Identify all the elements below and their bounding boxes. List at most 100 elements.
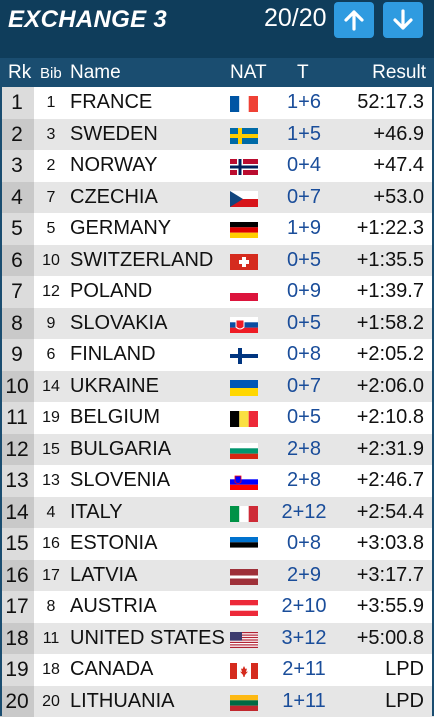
rank-cell: 19 xyxy=(0,654,34,686)
shooting-cell: 1+11 xyxy=(272,686,336,717)
position-counter: 20/20 xyxy=(264,4,327,33)
nation-name: NORWAY xyxy=(70,150,157,182)
slovakia-flag-icon xyxy=(230,317,258,333)
bib-cell: 12 xyxy=(34,276,68,308)
rank-cell: 2 xyxy=(0,119,34,151)
canada-flag-icon xyxy=(230,663,258,679)
rank-cell: 14 xyxy=(0,497,34,529)
rank-cell: 6 xyxy=(0,245,34,277)
col-nat: NAT xyxy=(230,62,267,84)
latvia-flag-icon xyxy=(230,569,258,585)
czechia-flag-icon xyxy=(230,191,258,207)
result-cell: +53.0 xyxy=(373,182,424,214)
shooting-cell: 2+8 xyxy=(272,434,336,466)
result-cell: +1:35.5 xyxy=(357,245,424,277)
switzerland-flag-icon xyxy=(230,254,258,270)
shooting-cell: 0+7 xyxy=(272,371,336,403)
scroll-up-button[interactable] xyxy=(334,2,374,38)
finland-flag-icon xyxy=(230,348,258,364)
nation-name: BELGIUM xyxy=(70,402,160,434)
result-cell: +2:06.0 xyxy=(357,371,424,403)
result-cell: +5:00.8 xyxy=(357,623,424,655)
shooting-cell: 2+12 xyxy=(272,497,336,529)
poland-flag-icon xyxy=(230,285,258,301)
shooting-cell: 2+9 xyxy=(272,560,336,592)
result-cell: +3:55.9 xyxy=(357,591,424,623)
nation-name: GERMANY xyxy=(70,213,171,245)
shooting-cell: 0+5 xyxy=(272,308,336,340)
nation-name: UNITED STATES xyxy=(70,623,225,655)
result-cell: +1:58.2 xyxy=(357,308,424,340)
col-shooting: T xyxy=(297,62,309,84)
rank-cell: 4 xyxy=(0,182,34,214)
nation-name: SLOVAKIA xyxy=(70,308,167,340)
shooting-cell: 0+4 xyxy=(272,150,336,182)
nation-name: FINLAND xyxy=(70,339,156,371)
result-cell: LPD xyxy=(385,654,424,686)
result-cell: +3:03.8 xyxy=(357,528,424,560)
austria-flag-icon xyxy=(230,600,258,616)
rank-cell: 7 xyxy=(0,276,34,308)
bib-cell: 10 xyxy=(34,245,68,277)
result-cell: 52:17.3 xyxy=(357,87,424,119)
rank-cell: 15 xyxy=(0,528,34,560)
rank-cell: 11 xyxy=(0,402,34,434)
col-bib: Bib xyxy=(40,65,62,82)
bib-cell: 14 xyxy=(34,371,68,403)
result-cell: +47.4 xyxy=(373,150,424,182)
shooting-cell: 1+5 xyxy=(272,119,336,151)
bib-cell: 13 xyxy=(34,465,68,497)
result-cell: +46.9 xyxy=(373,119,424,151)
bib-cell: 4 xyxy=(34,497,68,529)
belgium-flag-icon xyxy=(230,411,258,427)
result-cell: LPD xyxy=(385,686,424,717)
result-cell: +2:31.9 xyxy=(357,434,424,466)
arrow-down-icon xyxy=(392,9,414,31)
nation-name: POLAND xyxy=(70,276,152,308)
nation-name: SLOVENIA xyxy=(70,465,170,497)
bib-cell: 15 xyxy=(34,434,68,466)
rank-cell: 13 xyxy=(0,465,34,497)
result-cell: +2:46.7 xyxy=(357,465,424,497)
rank-cell: 10 xyxy=(0,371,34,403)
bib-cell: 8 xyxy=(34,591,68,623)
germany-flag-icon xyxy=(230,222,258,238)
norway-flag-icon xyxy=(230,159,258,175)
nation-name: SWEDEN xyxy=(70,119,158,151)
sweden-flag-icon xyxy=(230,128,258,144)
bib-cell: 17 xyxy=(34,560,68,592)
bib-cell: 3 xyxy=(34,119,68,151)
page-title: EXCHANGE 3 xyxy=(8,6,167,34)
arrow-up-icon xyxy=(343,9,365,31)
bib-cell: 9 xyxy=(34,308,68,340)
scroll-down-button[interactable] xyxy=(383,2,423,38)
nation-name: ESTONIA xyxy=(70,528,157,560)
shooting-cell: 1+9 xyxy=(272,213,336,245)
bib-cell: 2 xyxy=(34,150,68,182)
bib-cell: 20 xyxy=(34,686,68,717)
result-cell: +2:54.4 xyxy=(357,497,424,529)
bib-cell: 19 xyxy=(34,402,68,434)
ukraine-flag-icon xyxy=(230,380,258,396)
rank-cell: 3 xyxy=(0,150,34,182)
